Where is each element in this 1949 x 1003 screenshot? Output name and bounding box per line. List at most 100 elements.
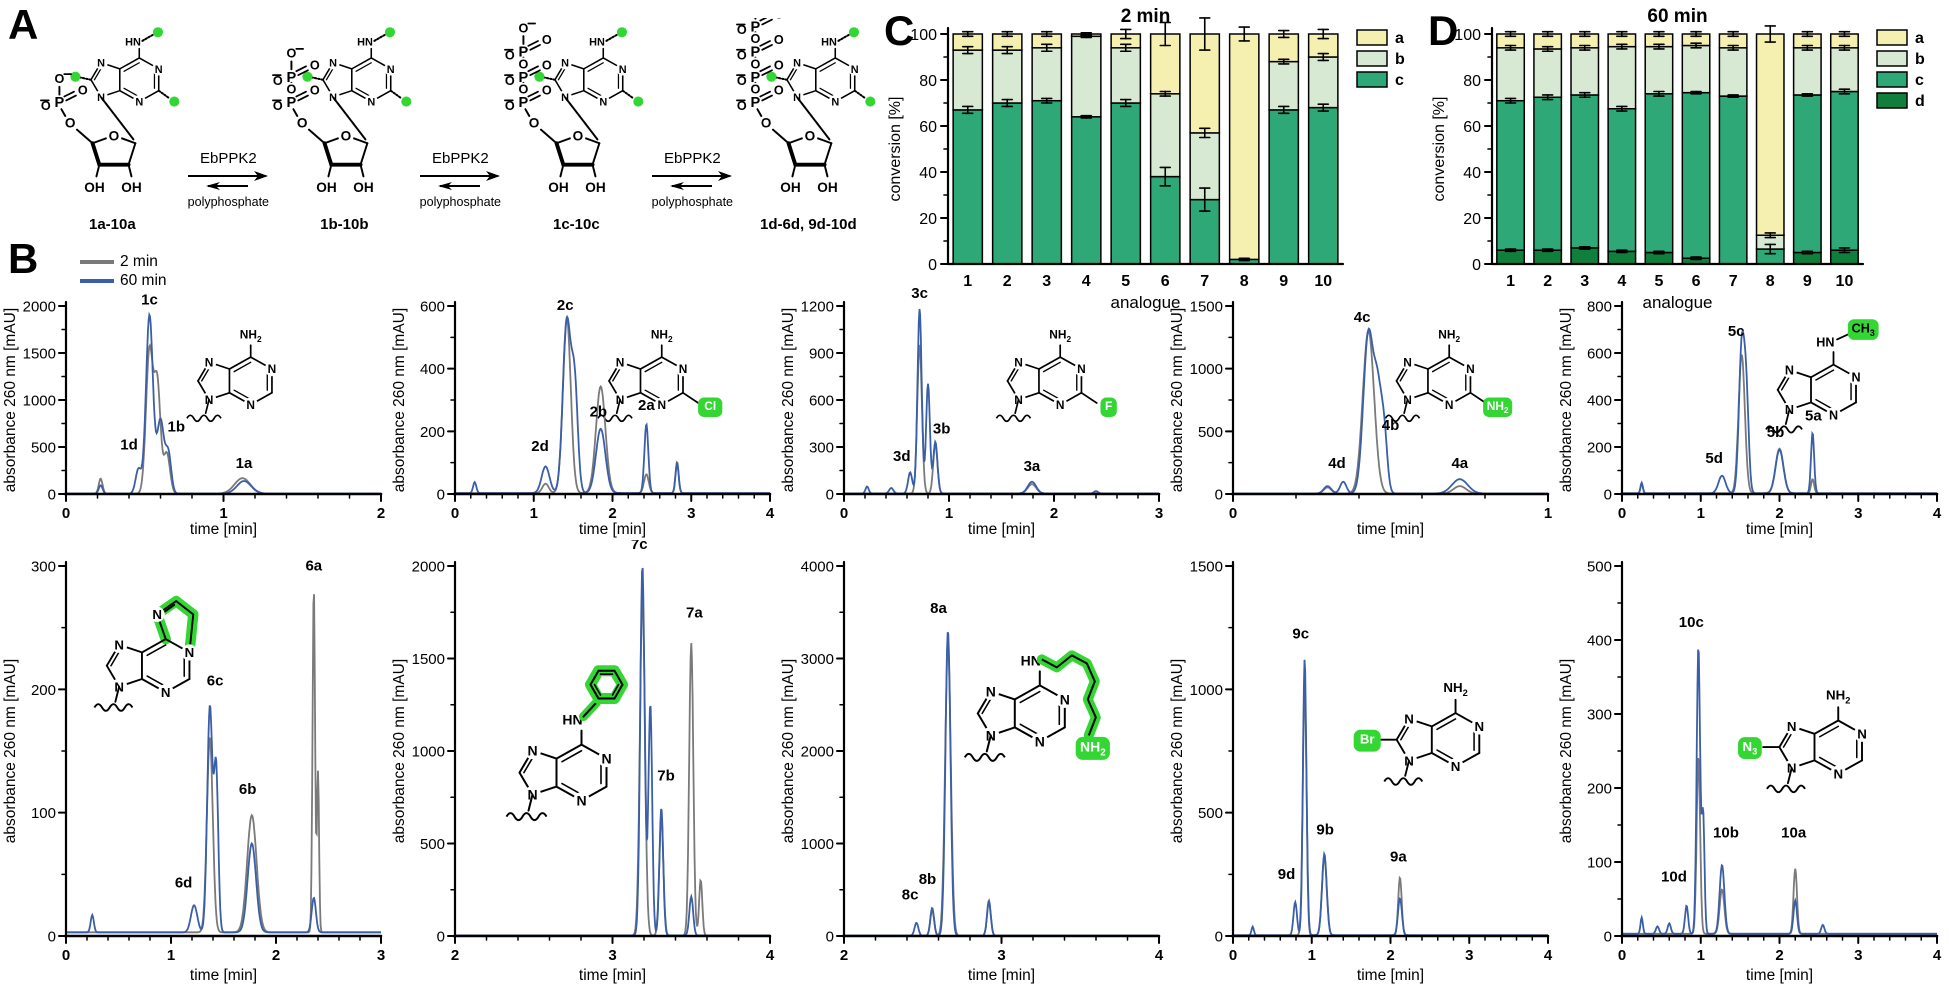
label: N	[1060, 691, 1070, 707]
bond	[127, 142, 137, 166]
bar-segment-c	[1533, 96, 1563, 251]
enzyme-label: EbPPK2	[663, 150, 721, 167]
bond	[587, 62, 605, 72]
atom-bg	[1781, 362, 1798, 378]
traces	[844, 631, 1159, 937]
bond	[555, 743, 583, 760]
label: O	[109, 128, 120, 143]
atom-label: N3	[1743, 739, 1758, 757]
bond	[1815, 369, 1835, 381]
bond	[295, 65, 308, 73]
label: O	[805, 128, 816, 143]
bar-segment-b	[1718, 47, 1748, 97]
bar-segment-c	[1792, 94, 1822, 254]
label: N	[114, 638, 124, 653]
label: 20	[919, 211, 937, 228]
label: 2b	[590, 403, 608, 420]
label: 400	[420, 361, 445, 378]
legend-swatch-c	[1356, 71, 1388, 88]
traces	[1622, 649, 1937, 935]
label: time [min]	[968, 521, 1035, 538]
label: N	[1035, 733, 1045, 749]
bond	[761, 44, 774, 51]
trace	[1622, 649, 1937, 935]
label: 8c	[902, 887, 919, 904]
label: P	[751, 19, 761, 35]
panel-a-scheme: A NNNNHNOOHOHOPOOO 1a-10a EbPPK2 polypho…	[0, 0, 880, 288]
atom-bg	[982, 682, 1000, 700]
label: absorbance 260 nm [mAU]	[2, 308, 19, 492]
atom-label: OH	[354, 180, 374, 195]
label: O	[573, 128, 584, 143]
bar-segment-b	[1533, 48, 1563, 98]
ribose-phosphate: OOHOHOPOOOPOOOPOOOPOOO	[736, 18, 838, 195]
label: 0	[1229, 947, 1237, 964]
label: O	[542, 33, 552, 47]
label: O	[310, 84, 320, 98]
label: P	[751, 45, 761, 61]
label: N	[851, 64, 859, 76]
label: O	[774, 58, 784, 72]
bar-segment-b	[952, 49, 984, 111]
label: N	[832, 96, 840, 108]
label: N	[136, 96, 144, 108]
highlight-pill	[1738, 737, 1762, 759]
substrate-label: polyphosphate	[187, 195, 269, 209]
atom-bg	[558, 56, 573, 70]
label: 0	[48, 487, 56, 504]
label: 2c	[557, 297, 574, 314]
label: 2	[377, 505, 385, 522]
label: N	[1833, 766, 1843, 781]
atom-bg	[201, 354, 217, 370]
compound-label: 1c-10c	[552, 216, 600, 233]
label: 2000	[801, 744, 834, 761]
label: 1	[167, 947, 175, 964]
peak-labels: 9d 9c 9b 9a	[1278, 625, 1408, 883]
label: 2	[1775, 505, 1783, 522]
legend-item-60min: 60 min	[80, 271, 167, 290]
bond	[529, 44, 542, 51]
bond	[351, 57, 373, 70]
chemical-structure: NNNNNH2NH2	[1384, 327, 1513, 423]
label: conversion [%]	[887, 97, 904, 202]
label: O	[529, 116, 540, 131]
label-dot	[302, 71, 313, 82]
label: 4	[1933, 947, 1942, 964]
peak-labels: 6d 6c 6b 6a	[175, 558, 323, 892]
atom-bg	[364, 94, 379, 109]
label: 3	[377, 947, 385, 964]
atom-bg	[1853, 725, 1871, 742]
label: 600	[809, 393, 834, 410]
label: N	[657, 398, 666, 412]
label: O	[774, 18, 784, 22]
label: N	[1077, 362, 1086, 376]
label: 10c	[1679, 614, 1704, 631]
label: N	[1451, 759, 1461, 774]
peak-labels: 2d 2c 2b 2a	[531, 297, 655, 455]
bond	[823, 142, 833, 166]
label: 5	[1654, 273, 1663, 290]
label: time [min]	[968, 967, 1035, 984]
label: 3	[1580, 273, 1589, 290]
label: 1000	[1190, 361, 1223, 378]
bond	[175, 600, 195, 616]
bond	[65, 94, 78, 102]
label: 500	[420, 836, 445, 853]
label: 4b	[1382, 417, 1400, 434]
chromatogram-analogue-4: NNNNNH2NH205001000150001time [min]absorb…	[1169, 299, 1552, 539]
label: 3b	[933, 421, 951, 438]
error-bars	[961, 17, 1330, 262]
label: 0	[1215, 929, 1223, 946]
peak-labels: 5d 5c 5b 5a	[1705, 323, 1822, 467]
legend-swatch-a	[1876, 29, 1908, 46]
squiggle-bond	[186, 414, 222, 423]
label: 3	[1155, 505, 1163, 522]
atom-bg	[1056, 690, 1074, 708]
panel-b-label: B	[8, 235, 39, 282]
legend-swatch-b	[1356, 50, 1388, 67]
peak-labels: 3d 3c 3b 3a	[893, 288, 1041, 475]
